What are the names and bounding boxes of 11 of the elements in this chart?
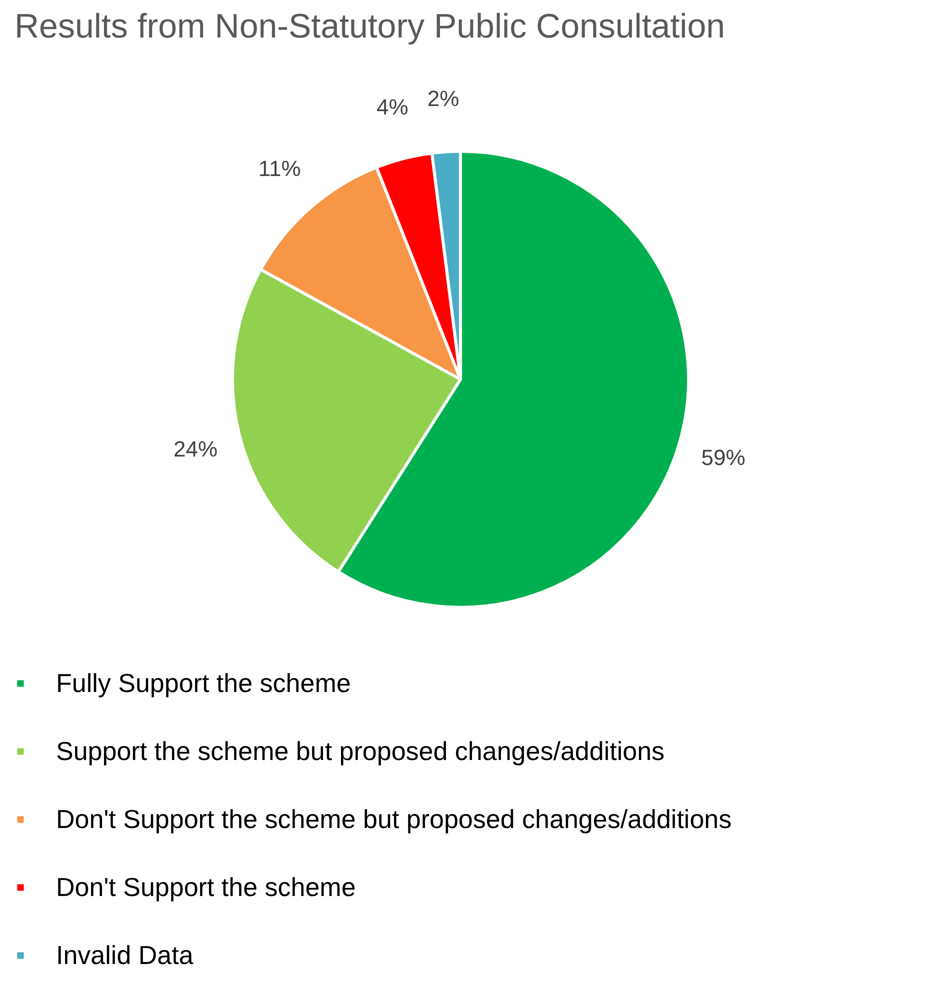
data-label: 59% bbox=[701, 445, 746, 470]
data-label: 4% bbox=[376, 94, 408, 120]
legend-label: Don't Support the scheme bbox=[56, 871, 356, 903]
legend-label: Support the scheme but proposed changes/additions bbox=[56, 735, 665, 767]
data-label: 24% bbox=[173, 436, 218, 462]
legend-label: Don't Support the scheme but proposed changes/additions bbox=[56, 803, 732, 835]
data-label: 11% bbox=[258, 156, 301, 181]
legend-label: Invalid Data bbox=[56, 939, 194, 971]
data-label: 2% bbox=[427, 86, 460, 112]
legend-label: Fully Support the scheme bbox=[56, 667, 351, 699]
chart-title: Results from Non-Statutory Public Consultation bbox=[14, 8, 726, 46]
